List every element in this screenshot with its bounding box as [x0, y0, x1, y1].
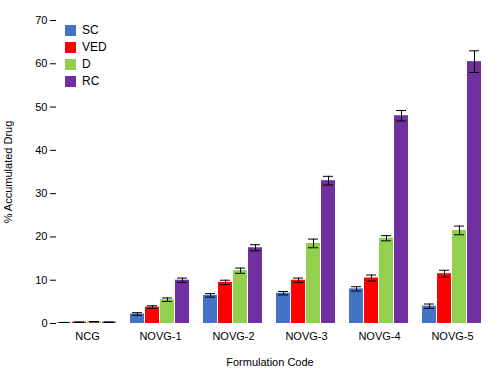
svg-text:30: 30 [35, 187, 47, 199]
svg-text:NCG: NCG [75, 330, 99, 342]
svg-text:40: 40 [35, 144, 47, 156]
svg-text:NOVG-3: NOVG-3 [285, 330, 327, 342]
svg-text:10: 10 [35, 274, 47, 286]
svg-text:NOVG-4: NOVG-4 [358, 330, 400, 342]
svg-text:50: 50 [35, 101, 47, 113]
html-text:RC: RC [82, 74, 100, 88]
html-text:D: D [82, 57, 91, 71]
svg-text:70: 70 [35, 14, 47, 26]
svg-text:Formulation Code: Formulation Code [226, 356, 313, 368]
svg-text:60: 60 [35, 57, 47, 69]
svg-text:% Accumulated Drug: % Accumulated Drug [2, 121, 14, 224]
svg-text:NOVG-1: NOVG-1 [139, 330, 181, 342]
svg-text:0: 0 [41, 317, 47, 329]
html-text:SC: SC [82, 23, 99, 37]
svg-text:NOVG-2: NOVG-2 [212, 330, 254, 342]
svg-text:20: 20 [35, 230, 47, 242]
svg-text:NOVG-5: NOVG-5 [431, 330, 473, 342]
html-text:VED: VED [82, 40, 107, 54]
